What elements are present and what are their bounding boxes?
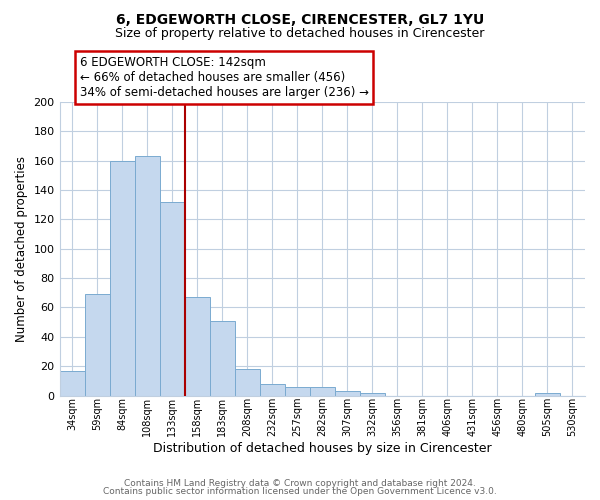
Text: Contains HM Land Registry data © Crown copyright and database right 2024.: Contains HM Land Registry data © Crown c… <box>124 478 476 488</box>
Text: Size of property relative to detached houses in Cirencester: Size of property relative to detached ho… <box>115 28 485 40</box>
Bar <box>335 391 360 396</box>
Text: Contains public sector information licensed under the Open Government Licence v3: Contains public sector information licen… <box>103 487 497 496</box>
Bar <box>310 386 335 396</box>
Bar <box>59 370 85 396</box>
Bar <box>535 392 560 396</box>
Bar <box>260 384 285 396</box>
Bar <box>110 160 134 396</box>
X-axis label: Distribution of detached houses by size in Cirencester: Distribution of detached houses by size … <box>153 442 491 455</box>
Text: 6, EDGEWORTH CLOSE, CIRENCESTER, GL7 1YU: 6, EDGEWORTH CLOSE, CIRENCESTER, GL7 1YU <box>116 12 484 26</box>
Y-axis label: Number of detached properties: Number of detached properties <box>15 156 28 342</box>
Bar <box>160 202 185 396</box>
Text: 6 EDGEWORTH CLOSE: 142sqm
← 66% of detached houses are smaller (456)
34% of semi: 6 EDGEWORTH CLOSE: 142sqm ← 66% of detac… <box>80 56 368 99</box>
Bar <box>285 386 310 396</box>
Bar <box>235 369 260 396</box>
Bar <box>185 297 209 396</box>
Bar <box>134 156 160 396</box>
Bar <box>85 294 110 396</box>
Bar <box>360 392 385 396</box>
Bar <box>209 320 235 396</box>
